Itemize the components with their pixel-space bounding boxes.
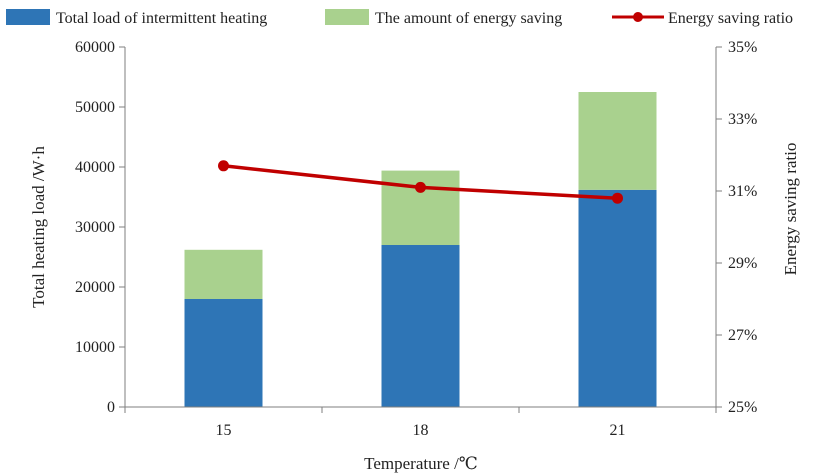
ratio-point-15 [218, 160, 229, 172]
legend-label-energy-saving: The amount of energy saving [375, 10, 562, 27]
legend-label-ratio: Energy saving ratio [668, 10, 793, 27]
x-axis-title: Temperature /℃ [364, 454, 478, 473]
y-tick-label: 40000 [75, 159, 115, 176]
y2-tick-label: 29% [728, 255, 757, 272]
legend-swatch-total-load [6, 9, 50, 25]
y-tick-label: 0 [107, 399, 115, 416]
legend-label-total-load: Total load of intermittent heating [56, 10, 267, 27]
y2-axis-title: Energy saving ratio [781, 143, 800, 276]
x-tick-label: 15 [216, 422, 232, 439]
y2-tick-label: 33% [728, 111, 757, 128]
plot-area: 0 10000 20000 30000 40000 50000 60000 25% 27% 29%… [75, 39, 757, 439]
y2-tick-label: 27% [728, 327, 757, 344]
ratio-point-21 [612, 192, 623, 204]
legend-swatch-ratio-marker [633, 12, 643, 22]
y-axis-title: Total heating load /W·h [29, 146, 48, 308]
bar-total-load-21 [578, 189, 657, 407]
bar-total-load-15 [184, 299, 263, 407]
bar-energy-saving-15 [184, 249, 263, 299]
y-tick-label: 20000 [75, 279, 115, 296]
legend-swatch-energy-saving [325, 9, 369, 25]
legend: Total load of intermittent heating The a… [6, 9, 793, 27]
y2-tick-label: 35% [728, 39, 757, 56]
y2-tick-label: 25% [728, 399, 757, 416]
y-tick-label: 10000 [75, 339, 115, 356]
y-tick-label: 30000 [75, 219, 115, 236]
x-tick-label: 18 [413, 422, 429, 439]
y2-tick-label: 31% [728, 183, 757, 200]
y-tick-label: 60000 [75, 39, 115, 56]
bar-energy-saving-18 [381, 170, 460, 245]
y-tick-label: 50000 [75, 99, 115, 116]
bar-total-load-18 [381, 245, 460, 407]
x-tick-label: 21 [610, 422, 626, 439]
bar-energy-saving-21 [578, 92, 657, 190]
ratio-point-18 [415, 181, 426, 193]
